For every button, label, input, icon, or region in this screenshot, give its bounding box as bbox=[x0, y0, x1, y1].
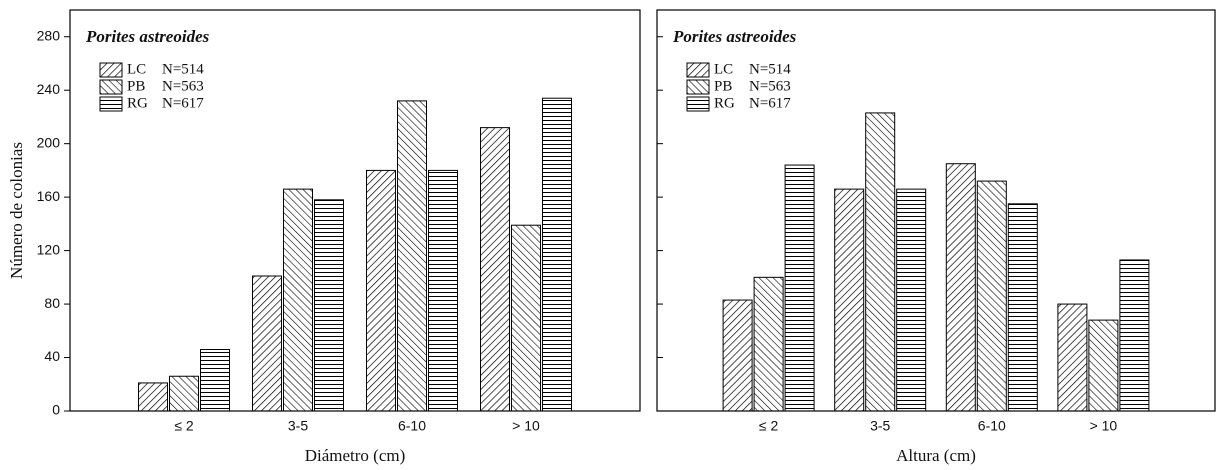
bar bbox=[865, 112, 896, 412]
y-tick-label: 280 bbox=[37, 27, 61, 43]
legend-swatch bbox=[686, 62, 710, 78]
chart-title: Porites astreoides bbox=[672, 27, 797, 46]
legend-label: PB bbox=[127, 78, 145, 94]
legend-count: N=563 bbox=[749, 78, 791, 94]
legend-label: RG bbox=[714, 95, 735, 111]
plot-frame bbox=[656, 9, 1216, 412]
bar bbox=[945, 163, 976, 412]
x-tick-label: > 10 bbox=[512, 418, 540, 434]
bar bbox=[314, 199, 344, 412]
y-tick-label: 0 bbox=[52, 402, 60, 418]
bar bbox=[976, 180, 1007, 412]
y-tick-label: 40 bbox=[44, 348, 60, 364]
x-tick-label: 6-10 bbox=[978, 418, 1006, 434]
legend-label: LC bbox=[714, 61, 733, 77]
x-tick-label: ≤ 2 bbox=[174, 418, 194, 434]
bar bbox=[480, 127, 510, 412]
bar bbox=[784, 164, 815, 412]
bar bbox=[397, 100, 427, 412]
legend-count: N=514 bbox=[162, 61, 204, 77]
bar bbox=[542, 97, 572, 412]
y-axis-label: Número de colonias bbox=[7, 142, 26, 279]
legend-swatch bbox=[686, 79, 710, 95]
x-axis-label: Altura (cm) bbox=[896, 446, 976, 465]
x-tick-label: > 10 bbox=[1090, 418, 1118, 434]
x-tick-label: 6-10 bbox=[398, 418, 426, 434]
legend-count: N=514 bbox=[749, 61, 791, 77]
y-tick-label: 160 bbox=[37, 188, 61, 204]
x-axis-label: Diámetro (cm) bbox=[305, 446, 406, 465]
legend-label: RG bbox=[127, 95, 148, 111]
y-tick-label: 240 bbox=[37, 81, 61, 97]
x-tick-label: 3-5 bbox=[870, 418, 890, 434]
x-tick-label: 3-5 bbox=[288, 418, 308, 434]
bar bbox=[428, 169, 458, 412]
bar bbox=[366, 169, 396, 412]
y-tick-label: 80 bbox=[44, 295, 60, 311]
legend-swatch bbox=[686, 96, 710, 112]
legend-count: N=563 bbox=[162, 78, 204, 94]
bar bbox=[896, 188, 927, 412]
bar bbox=[1007, 203, 1038, 412]
legend-label: PB bbox=[714, 78, 732, 94]
bar bbox=[200, 349, 230, 412]
bar bbox=[722, 299, 753, 412]
bar bbox=[1088, 319, 1119, 412]
bar bbox=[753, 276, 784, 412]
legend-swatch bbox=[99, 96, 123, 112]
bar bbox=[169, 375, 199, 412]
legend-count: N=617 bbox=[749, 95, 791, 111]
bar bbox=[252, 275, 282, 412]
bar bbox=[511, 224, 541, 412]
bar bbox=[1057, 303, 1088, 412]
legend-label: LC bbox=[127, 61, 146, 77]
bar bbox=[1119, 259, 1150, 412]
chart-title: Porites astreoides bbox=[85, 27, 210, 46]
y-tick-label: 120 bbox=[37, 241, 61, 257]
bar bbox=[283, 188, 313, 412]
plot-frame bbox=[69, 9, 641, 412]
x-tick-label: ≤ 2 bbox=[759, 418, 779, 434]
bar bbox=[834, 188, 865, 412]
legend-count: N=617 bbox=[162, 95, 204, 111]
legend-swatch bbox=[99, 62, 123, 78]
bar bbox=[138, 382, 168, 412]
y-tick-label: 200 bbox=[37, 134, 61, 150]
legend-swatch bbox=[99, 79, 123, 95]
